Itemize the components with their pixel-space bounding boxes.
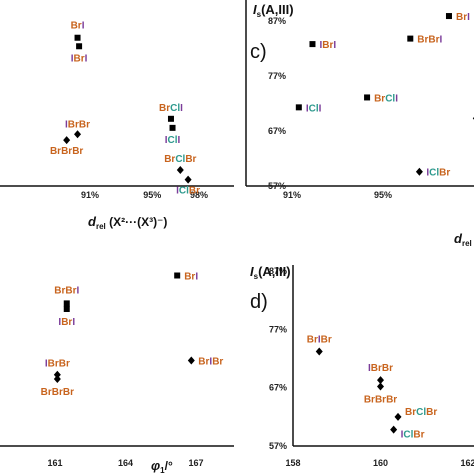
x-tick-label: 161 [47,458,62,468]
y-tick-label: 57% [268,181,286,191]
point-label: BrClBr [164,154,196,165]
data-point-square [63,305,70,312]
data-point-diamond [176,166,184,174]
x-tick-label: 95% [374,190,392,200]
data-point-diamond [74,130,82,139]
data-point-square [169,124,176,131]
point-label: IBrBr [65,119,90,130]
point-label: BrI [71,21,85,32]
x-tick-label: 164 [118,458,133,468]
point-label: BrClI [159,103,183,114]
x-axis-label: drel (X²···(X³)⁻) [88,214,167,231]
x-axis-label: φ1/° [151,458,173,474]
point-label: IBrI [319,40,336,51]
data-point-diamond [377,382,384,391]
point-label: IBrI [71,53,88,64]
x-tick-label: 91% [283,190,301,200]
point-label: BrIBr [198,356,223,367]
data-point-diamond [315,347,323,356]
data-point-diamond [415,167,423,176]
data-point-square [174,272,181,279]
point-label: BrBrI [54,285,79,296]
data-point-diamond [53,375,61,384]
data-point-square [167,115,174,122]
data-point-diamond [394,412,402,421]
data-point-square [364,94,371,101]
point-label: BrIBr [307,335,332,346]
data-point-square [445,13,452,20]
data-point-diamond [63,136,71,145]
panel-c: 91% 95% 87% 77% 67% 57% BrI BrBrI IBrI BrClI IClI I… [245,0,474,248]
data-point-square [295,104,302,111]
point-label: BrBrBr [364,395,397,406]
y-tick-label: 77% [268,71,286,81]
x-tick-label: 162 [460,458,474,468]
point-label: IBrBr [45,359,70,370]
point-label: IBrI [58,317,75,328]
point-label: IClBr [401,430,425,441]
x-tick-label: 98% [190,190,208,200]
panel-bottom-left: 161 164 167 BrI BrBrI IBrI BrIBr IBrBr BrBrBr φ1… [0,272,234,474]
panel-letter: c) [250,41,267,63]
data-point-square [407,35,414,42]
point-label: BrBrI [417,35,442,46]
y-tick-label: 87% [268,16,286,26]
point-label: IClI [165,135,181,146]
x-tick-label: 167 [188,458,203,468]
point-label: BrI [184,272,198,283]
y-axis-label: Is(A,III) [250,264,291,281]
panel-d: 158 160 162 87% 77% 67% 57% BrIBr IBrBr BrBrBr BrC… [250,264,474,468]
point-label: IClBr [426,168,450,179]
point-label: BrClI [374,93,398,104]
data-point-diamond [184,175,192,184]
point-label: IClI [306,103,322,114]
panel-top-left: 91% 95% 98% BrI IBrI BrClI IClI IBrBr BrBrBr BrCl… [0,21,234,231]
x-tick-label: 95% [143,190,161,200]
data-point-square [76,43,83,50]
data-point-diamond [377,376,384,385]
data-point-square [309,41,316,48]
point-label: BrBrBr [41,387,74,398]
point-label: BrI [456,12,470,23]
panel-letter: d) [250,291,268,313]
point-label: IClBr [176,186,200,197]
x-axis-label: drel [454,231,472,248]
data-point-diamond [187,356,195,365]
data-point-diamond [390,425,398,434]
y-tick-label: 87% [269,266,287,276]
x-tick-label: 160 [373,458,388,468]
point-label: IBrBr [368,363,393,374]
x-tick-label: 91% [81,190,99,200]
point-label: BrClBr [405,407,437,418]
data-point-square [63,300,70,307]
point-label: BrBrBr [50,146,83,157]
y-tick-label: 67% [268,126,286,136]
data-point-square [74,34,81,41]
y-axis-label: Is(A,III) [253,2,294,19]
data-point-diamond [53,370,61,379]
y-tick-label: 67% [269,383,287,393]
y-tick-label: 57% [269,441,287,451]
y-tick-label: 77% [269,324,287,334]
x-tick-label: 158 [285,458,300,468]
